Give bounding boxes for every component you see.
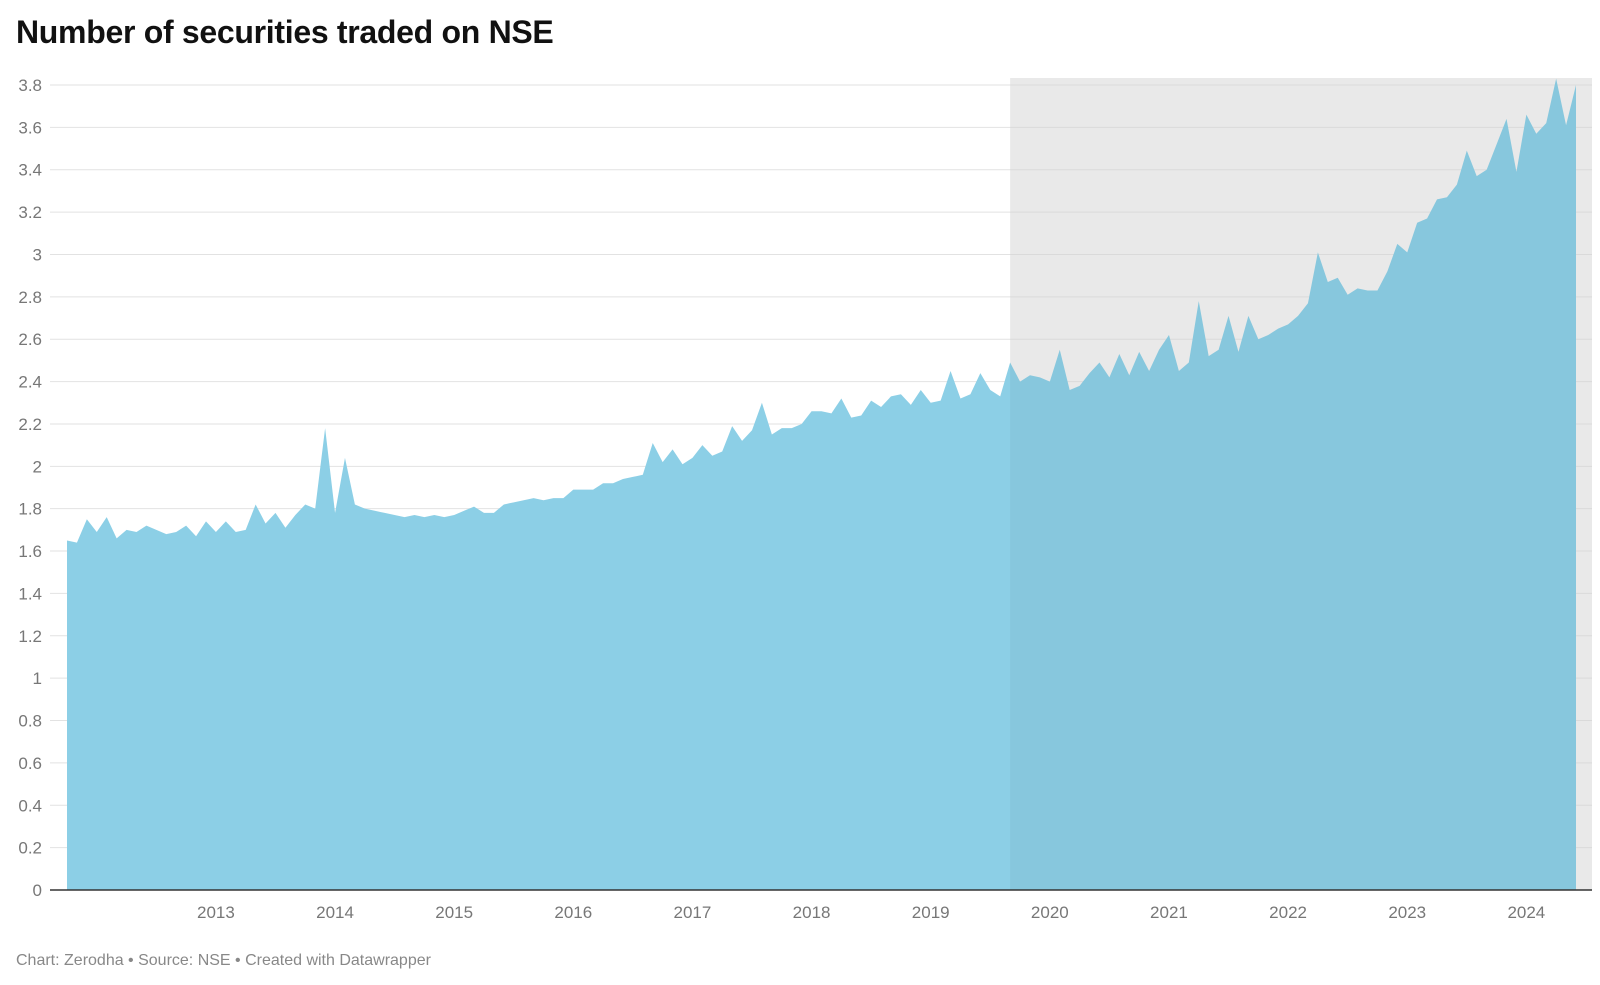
y-tick-label: 3.2 <box>18 203 42 222</box>
x-tick-label: 2022 <box>1269 903 1307 922</box>
x-tick-label: 2017 <box>674 903 712 922</box>
y-tick-label: 2.6 <box>18 330 42 349</box>
highlight-band-overlay <box>1010 78 1592 890</box>
y-tick-label: 0.4 <box>18 796 42 815</box>
y-tick-label: 1.2 <box>18 627 42 646</box>
y-tick-label: 3.6 <box>18 118 42 137</box>
area-series <box>67 78 1576 890</box>
x-tick-label: 2018 <box>793 903 831 922</box>
y-tick-label: 0 <box>33 881 42 900</box>
y-tick-label: 1.6 <box>18 542 42 561</box>
y-tick-label: 0.6 <box>18 754 42 773</box>
x-tick-label: 2023 <box>1388 903 1426 922</box>
y-tick-label: 0.2 <box>18 839 42 858</box>
chart-title: Number of securities traded on NSE <box>16 14 554 50</box>
x-tick-label: 2024 <box>1507 903 1545 922</box>
x-tick-label: 2019 <box>912 903 950 922</box>
y-tick-label: 1 <box>33 669 42 688</box>
y-tick-label: 3.8 <box>18 76 42 95</box>
y-tick-label: 2.8 <box>18 288 42 307</box>
y-tick-label: 2.4 <box>18 373 42 392</box>
x-tick-label: 2014 <box>316 903 354 922</box>
x-tick-label: 2015 <box>435 903 473 922</box>
y-tick-label: 3 <box>33 245 42 264</box>
chart-footer: Chart: Zerodha • Source: NSE • Created w… <box>16 952 431 969</box>
y-tick-label: 1.8 <box>18 500 42 519</box>
y-tick-label: 0.8 <box>18 712 42 731</box>
x-tick-label: 2013 <box>197 903 235 922</box>
x-tick-label: 2016 <box>554 903 592 922</box>
y-tick-label: 1.4 <box>18 584 42 603</box>
y-tick-label: 2.2 <box>18 415 42 434</box>
y-tick-label: 2 <box>33 457 42 476</box>
x-tick-label: 2021 <box>1150 903 1188 922</box>
y-tick-label: 3.4 <box>18 161 42 180</box>
x-tick-label: 2020 <box>1031 903 1069 922</box>
